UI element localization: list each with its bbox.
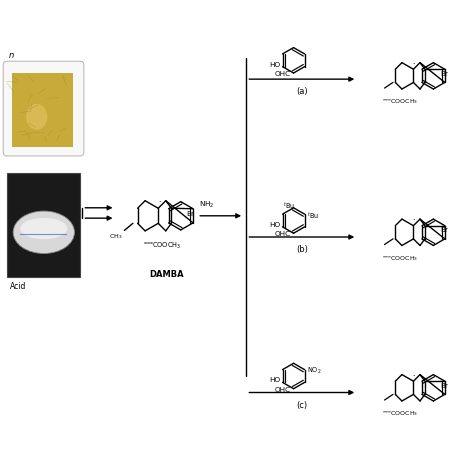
- Text: OHC: OHC: [274, 71, 291, 77]
- Text: """COOCH$_3$: """COOCH$_3$: [382, 254, 418, 263]
- Text: Br: Br: [187, 211, 195, 217]
- FancyBboxPatch shape: [3, 61, 84, 156]
- Text: (a): (a): [296, 87, 308, 96]
- Text: Br: Br: [440, 227, 448, 233]
- Text: •: •: [158, 201, 160, 204]
- Ellipse shape: [26, 104, 47, 130]
- Text: Acid: Acid: [10, 282, 26, 291]
- Text: •: •: [413, 375, 415, 379]
- Text: (c): (c): [296, 401, 307, 410]
- Text: HO: HO: [269, 222, 280, 228]
- Text: CH$_3$: CH$_3$: [109, 232, 122, 241]
- Text: HO: HO: [269, 377, 280, 383]
- Text: DAMBA: DAMBA: [149, 270, 183, 279]
- Text: $^t$Bu: $^t$Bu: [308, 210, 319, 220]
- Text: •: •: [413, 63, 415, 67]
- Text: n: n: [9, 51, 14, 60]
- Text: NH$_2$: NH$_2$: [199, 200, 214, 210]
- FancyBboxPatch shape: [12, 73, 73, 146]
- Text: OHC: OHC: [274, 231, 291, 237]
- Ellipse shape: [20, 218, 67, 239]
- Text: Br: Br: [440, 71, 448, 77]
- Text: HO: HO: [269, 62, 280, 68]
- Ellipse shape: [13, 211, 74, 254]
- Text: """COOCH$_3$: """COOCH$_3$: [382, 410, 418, 419]
- Text: NO$_2$: NO$_2$: [308, 365, 322, 376]
- Text: """COOCH$_3$: """COOCH$_3$: [382, 98, 418, 107]
- Text: $^t$Bu: $^t$Bu: [283, 201, 295, 211]
- Text: OHC: OHC: [274, 387, 291, 392]
- Text: (b): (b): [296, 245, 308, 254]
- Text: """COOCH$_3$: """COOCH$_3$: [143, 241, 181, 251]
- Text: •: •: [413, 219, 415, 223]
- FancyBboxPatch shape: [7, 173, 80, 277]
- Text: Br: Br: [440, 383, 448, 389]
